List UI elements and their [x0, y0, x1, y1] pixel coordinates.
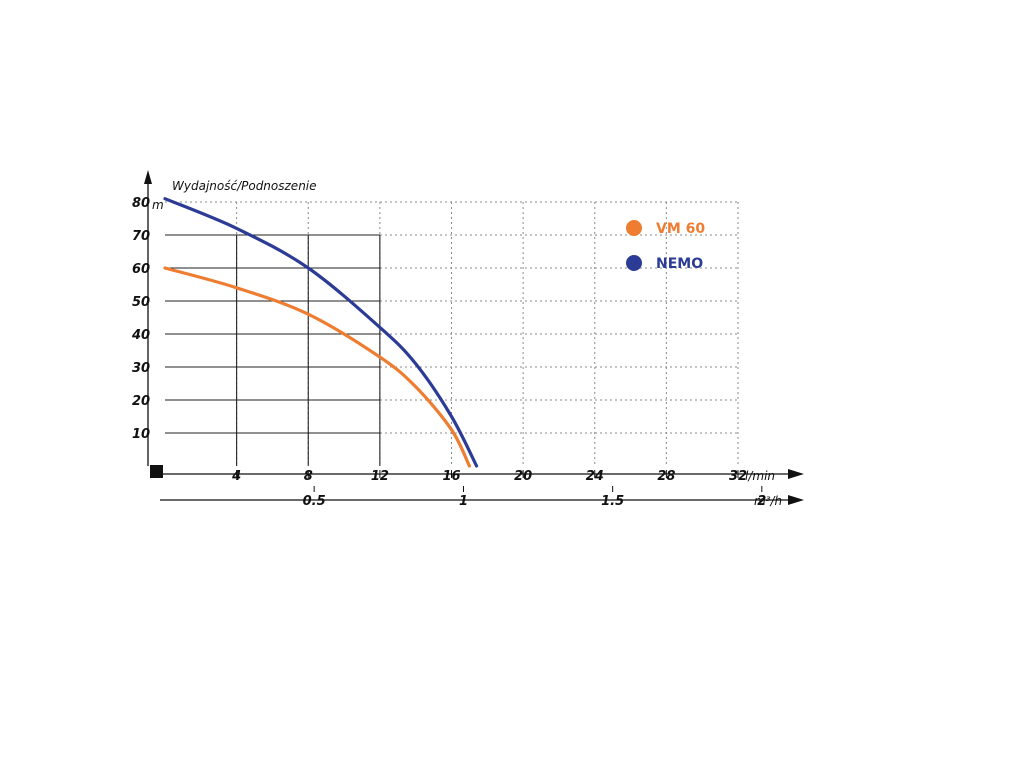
legend: VM 60 NEMO	[626, 220, 705, 272]
x2-unit-label: m³/h	[754, 494, 782, 508]
x-axis-arrow	[788, 469, 804, 479]
origin-marker	[150, 465, 163, 478]
legend-label: NEMO	[656, 256, 703, 272]
grid	[165, 201, 739, 466]
series-line-vm-60	[163, 266, 472, 468]
x2-tick-label: 0.5	[303, 494, 326, 509]
series-line-nemo	[163, 197, 479, 468]
x-unit-label: l/min	[745, 469, 775, 483]
x2-tick-label: 2	[757, 494, 766, 509]
y-tick-label: 80	[132, 196, 150, 211]
y-tick-label: 60	[132, 262, 150, 277]
y-tick-label: 30	[132, 361, 150, 376]
x2-tick-label: 1	[459, 494, 468, 509]
x2-tick-label: 1.5	[601, 494, 624, 509]
chart-title: Wydajność/Podnoszenie	[172, 179, 317, 193]
series	[163, 197, 479, 468]
y-tick-label: 40	[131, 328, 150, 343]
x2-axis-arrow	[788, 495, 804, 505]
y-tick-label: 50	[132, 295, 150, 310]
y-unit-label: m	[152, 198, 164, 212]
y-tick-label: 20	[132, 394, 150, 409]
axes	[144, 170, 804, 505]
legend-marker	[626, 255, 642, 271]
legend-marker	[626, 220, 642, 236]
y-axis-arrow	[144, 170, 152, 184]
labels: Wydajność/Podnoszenie m l/min m³/h	[152, 179, 782, 508]
y-tick-label: 70	[132, 229, 150, 244]
legend-label: VM 60	[656, 221, 705, 237]
y-tick-label: 10	[132, 427, 150, 442]
